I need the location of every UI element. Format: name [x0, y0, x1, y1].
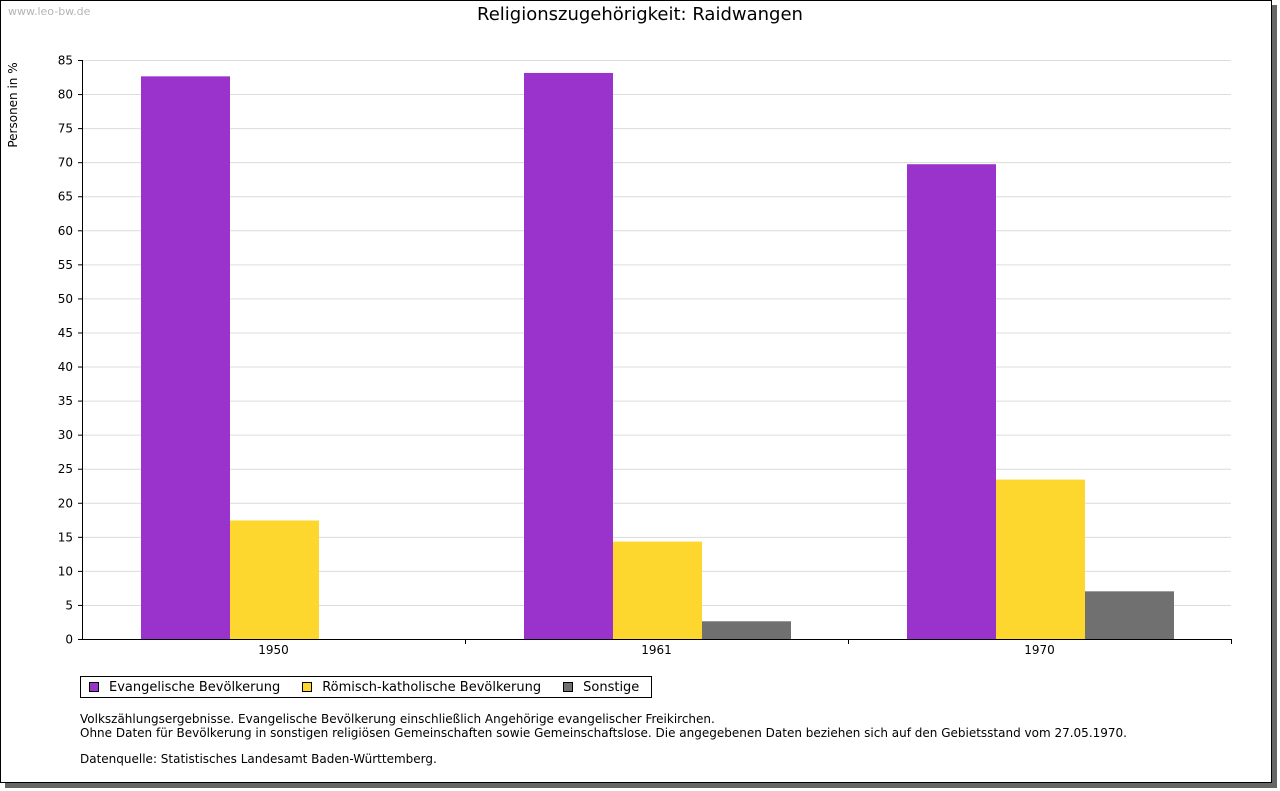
legend-item-evangelisch: Evangelische Bevölkerung: [89, 680, 280, 695]
bar-römisch-katholische-1950: [230, 520, 319, 639]
note-line-2: Ohne Daten für Bevölkerung in sonstigen …: [80, 726, 1127, 740]
y-tick-label: 0: [65, 633, 73, 647]
y-tick-label: 85: [58, 54, 73, 68]
bar-römisch-katholische-1970: [996, 479, 1085, 639]
y-tick-label: 70: [58, 156, 73, 170]
legend-label-katholisch: Römisch-katholische Bevölkerung: [322, 679, 542, 695]
bar-evangelische-1961: [524, 72, 613, 639]
y-tick-label: 55: [58, 258, 73, 272]
y-tick-label: 5: [65, 598, 73, 612]
y-tick-label: 15: [58, 530, 73, 544]
data-source: Datenquelle: Statistisches Landesamt Bad…: [80, 752, 437, 766]
y-tick-label: 75: [58, 122, 73, 136]
y-tick-label: 50: [58, 292, 73, 306]
bar-sonstige-1961: [702, 621, 791, 639]
bar-evangelische-1950: [141, 76, 230, 639]
note-line-1: Volkszählungsergebnisse. Evangelische Be…: [80, 712, 715, 726]
legend-label-sonstige: Sonstige: [583, 679, 640, 695]
bar-römisch-katholische-1961: [613, 541, 702, 639]
legend-label-evangelisch: Evangelische Bevölkerung: [109, 679, 281, 695]
y-tick-label: 40: [58, 360, 73, 374]
y-tick-label: 60: [58, 224, 73, 238]
y-tick-label: 25: [58, 462, 73, 476]
chart-title: Religionszugehörigkeit: Raidwangen: [477, 4, 803, 25]
y-tick-label: 45: [58, 326, 73, 340]
y-tick-label: 10: [58, 564, 73, 578]
bar-sonstige-1970: [1085, 591, 1174, 639]
y-tick-label: 65: [58, 190, 73, 204]
y-tick-label: 35: [58, 394, 73, 408]
x-tick-label: 1970: [1024, 643, 1055, 657]
y-tick-label: 80: [58, 88, 73, 102]
watermark: www.leo-bw.de: [8, 5, 91, 18]
legend: Evangelische Bevölkerung Römisch-katholi…: [80, 676, 653, 698]
chart-notes: Volkszählungsergebnisse. Evangelische Be…: [80, 712, 1127, 766]
legend-swatch-katholisch: [302, 682, 313, 692]
x-tick-label: 1961: [641, 643, 672, 657]
legend-item-sonstige: Sonstige: [563, 680, 639, 695]
legend-swatch-evangelisch: [89, 682, 99, 692]
y-tick-label: 20: [58, 496, 73, 510]
legend-item-katholisch: Römisch-katholische Bevölkerung: [302, 680, 541, 695]
legend-swatch-sonstige: [563, 682, 574, 692]
bar-evangelische-1970: [907, 164, 996, 639]
x-tick-label: 1950: [258, 643, 289, 657]
y-tick-label: 30: [58, 428, 73, 442]
